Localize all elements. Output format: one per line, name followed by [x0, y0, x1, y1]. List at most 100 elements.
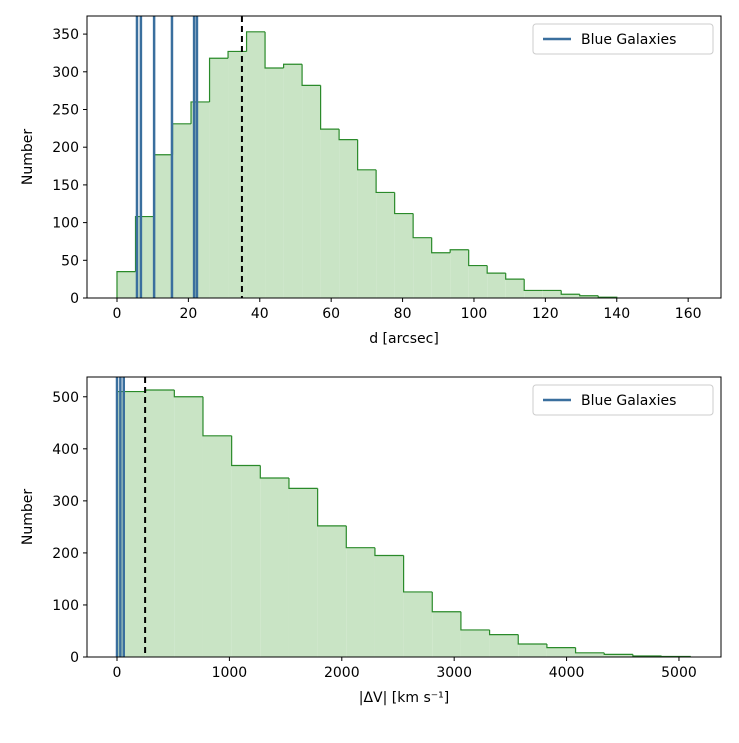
histogram-bar: [487, 273, 506, 298]
y-tick-label: 0: [70, 650, 79, 666]
histogram-bar: [431, 252, 451, 298]
y-tick-label: 350: [52, 27, 79, 43]
axes-frame: [86, 15, 722, 299]
histogram-bar: [374, 555, 404, 657]
histogram-bar: [191, 101, 210, 299]
histogram-bar: [172, 123, 192, 298]
x-tick-label: 120: [532, 306, 559, 322]
y-tick-label: 100: [52, 216, 79, 232]
histogram-bar: [117, 391, 146, 657]
histogram-edge: [632, 654, 662, 657]
axes-frame: [86, 376, 722, 658]
histogram-edge: [449, 249, 469, 253]
histogram-edge: [227, 50, 247, 59]
x-tick-label: 3000: [436, 665, 472, 681]
histogram-edge: [460, 611, 490, 631]
histogram-edge: [579, 294, 599, 297]
y-tick-label: 250: [52, 102, 79, 118]
histogram-bar: [403, 591, 433, 657]
x-tick-label: 40: [251, 306, 269, 322]
histogram-bar: [561, 294, 580, 298]
histogram-bar: [154, 154, 173, 298]
histogram-edge: [574, 647, 605, 654]
y-tick-label: 300: [52, 65, 79, 81]
histogram-bar: [524, 290, 543, 298]
histogram-bar: [413, 237, 432, 298]
y-axis-label: Number: [20, 129, 36, 185]
histogram-bar: [116, 271, 136, 298]
histogram-bar: [288, 488, 318, 657]
histogram-bar: [246, 31, 266, 298]
histogram-edge: [202, 396, 232, 437]
histogram-edge: [560, 290, 580, 295]
histogram-bar: [394, 213, 414, 298]
histogram-edge: [338, 129, 358, 141]
histogram-bar: [339, 139, 358, 298]
y-tick-label: 100: [52, 598, 79, 614]
histogram-edge: [264, 31, 284, 69]
y-tick-label: 300: [52, 494, 79, 510]
y-tick-label: 0: [70, 291, 79, 307]
histogram-bar: [518, 643, 547, 657]
histogram-edge: [301, 64, 321, 86]
histogram-edge: [523, 279, 543, 292]
histogram-edge: [431, 237, 451, 254]
histogram-bar: [265, 68, 284, 299]
histogram-bar: [505, 279, 525, 298]
histogram-bar: [376, 192, 395, 298]
histogram-bar: [302, 85, 321, 298]
histogram-edge: [486, 265, 506, 274]
histogram-bar: [579, 295, 599, 298]
histogram-bar: [320, 129, 340, 298]
x-tick-label: 100: [461, 306, 488, 322]
histogram-edge: [394, 192, 414, 215]
histogram-edge: [374, 547, 404, 557]
y-tick-label: 200: [52, 546, 79, 562]
histogram-bar: [489, 634, 519, 657]
histogram-bar: [468, 265, 488, 298]
histogram-bar: [432, 611, 461, 657]
histogram-edge: [488, 629, 519, 636]
histogram-bar: [283, 64, 303, 298]
histogram-edge: [403, 555, 433, 593]
histogram-bar: [357, 169, 377, 298]
x-tick-label: 160: [675, 306, 702, 322]
x-tick-label: 0: [113, 665, 122, 681]
histogram-bar: [174, 396, 203, 657]
y-tick-label: 150: [52, 178, 79, 194]
x-tick-label: 20: [179, 306, 197, 322]
histogram-edge: [431, 591, 461, 613]
histogram-edge: [190, 101, 210, 124]
y-tick-label: 500: [52, 390, 79, 406]
x-tick-label: 4000: [549, 665, 585, 681]
legend-label: Blue Galaxies: [581, 32, 676, 48]
histogram-bar: [604, 654, 633, 657]
histogram-edge: [517, 634, 547, 645]
histogram-bar: [135, 216, 155, 298]
histogram-edge: [173, 390, 203, 398]
histogram-edge: [231, 435, 261, 467]
histogram-bar: [346, 547, 375, 657]
y-axis-label: Number: [20, 489, 36, 545]
histogram-edge: [134, 215, 155, 272]
histogram-bar: [260, 477, 289, 657]
histogram-edge: [282, 63, 303, 69]
y-tick-label: 200: [52, 140, 79, 156]
histogram-bar: [228, 51, 247, 298]
histogram-bar: [575, 652, 605, 657]
histogram-bar: [231, 465, 261, 657]
x-tick-label: 80: [394, 306, 412, 322]
histogram-edge: [345, 525, 375, 549]
histogram-edge: [245, 31, 266, 52]
histogram-bar: [145, 390, 175, 657]
histogram-edge: [288, 477, 318, 489]
histogram-bar: [546, 647, 576, 657]
histogram-bar: [209, 58, 229, 299]
x-tick-label: 1000: [212, 665, 248, 681]
legend-box: [532, 384, 714, 416]
x-tick-label: 5000: [661, 665, 697, 681]
x-tick-label: 0: [113, 306, 122, 322]
x-tick-label: 2000: [324, 665, 360, 681]
histogram-edge: [116, 271, 136, 298]
